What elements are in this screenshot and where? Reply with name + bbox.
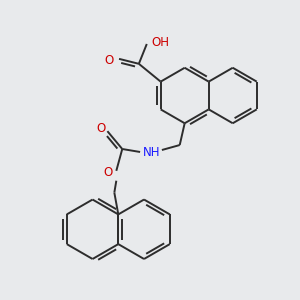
Text: O: O [104,166,113,179]
Text: O: O [97,122,106,135]
Text: O: O [104,54,114,67]
Text: OH: OH [152,35,170,49]
Text: NH: NH [143,146,161,160]
